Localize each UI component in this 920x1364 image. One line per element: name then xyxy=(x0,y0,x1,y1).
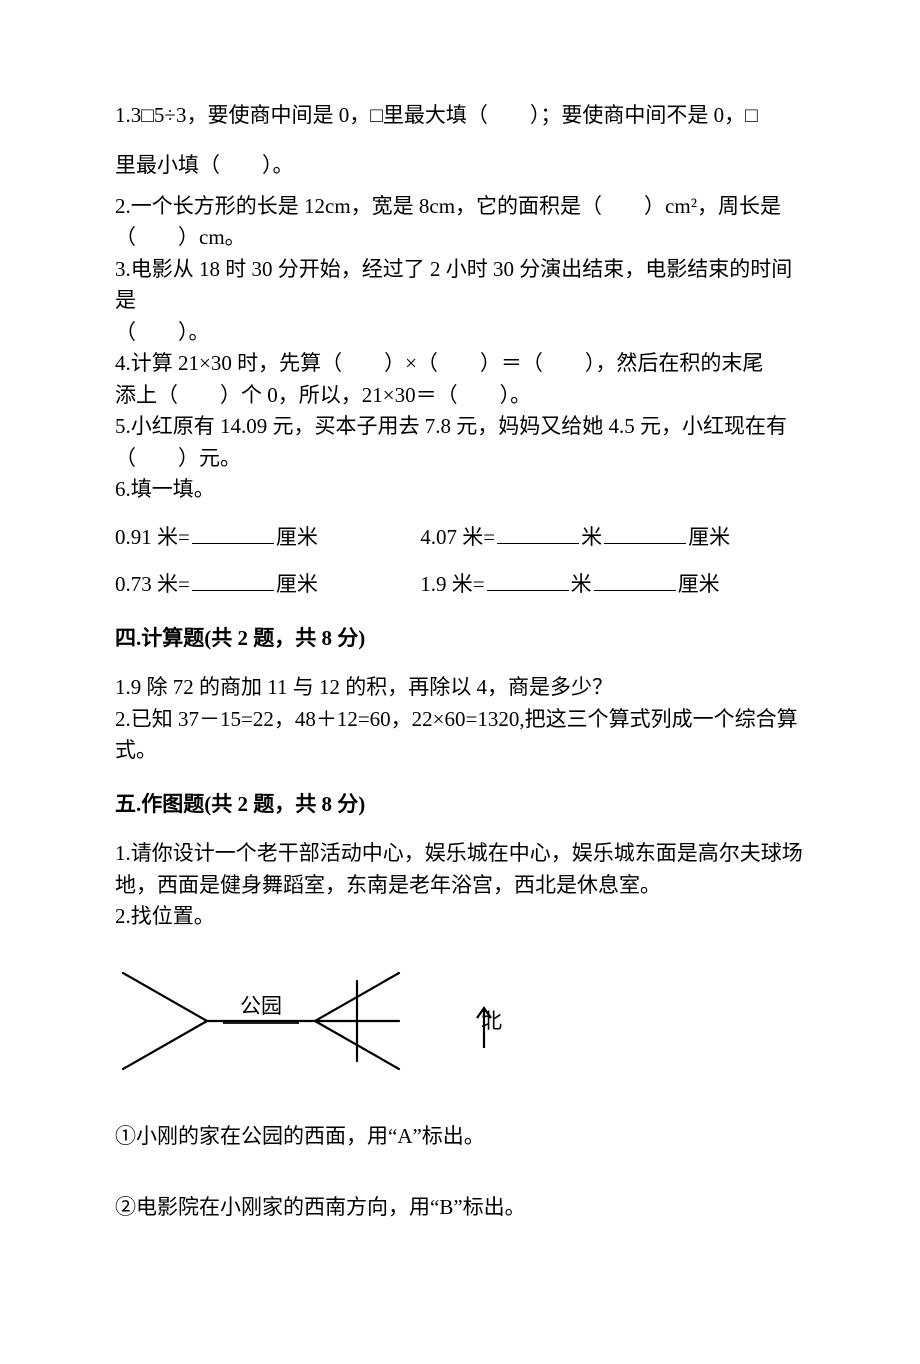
park-diagram: 公园 xyxy=(115,961,405,1081)
blank[interactable] xyxy=(594,567,676,591)
blank[interactable] xyxy=(192,567,274,591)
fill-row-1: 0.91 米= 厘米 4.07 米= 米 厘米 xyxy=(115,520,805,554)
blank[interactable] xyxy=(487,567,569,591)
q3-line2: （ ）。 xyxy=(115,317,805,349)
s5-q1-line1: 1.请你设计一个老干部活动中心，娱乐城在中心，娱乐城东面是高尔夫球场 xyxy=(115,838,805,870)
fill-r1c1a: 0.91 米= xyxy=(115,525,190,549)
q5-line2: （ ）元。 xyxy=(115,443,805,475)
q5-line1: 5.小红原有 14.09 元，买本子用去 7.8 元，妈妈又给她 4.5 元，小… xyxy=(115,411,805,443)
fill-row-2: 0.73 米= 厘米 1.9 米= 米 厘米 xyxy=(115,567,805,601)
q4-line2: 添上（ ）个 0，所以，21×30＝（ ）。 xyxy=(115,380,805,412)
park-label: 公园 xyxy=(240,994,282,1018)
s5-q2-b: ②电影院在小刚家的西南方向，用“B”标出。 xyxy=(115,1192,805,1224)
fill-r2c2b: 米 xyxy=(571,572,592,596)
q3-line1: 3.电影从 18 时 30 分开始，经过了 2 小时 30 分演出结束，电影结束… xyxy=(115,254,805,317)
q2-line2: （ ）cm。 xyxy=(115,222,805,254)
s4-q2-line1: 2.已知 37－15=22，48＋12=60，22×60=1320,把这三个算式… xyxy=(115,704,805,736)
blank[interactable] xyxy=(497,520,579,544)
fill-r2c2c: 厘米 xyxy=(678,572,720,596)
fill-r1c2c: 厘米 xyxy=(688,525,730,549)
fill-r2c1b: 厘米 xyxy=(276,572,318,596)
north-label: 北 xyxy=(481,1006,502,1038)
blank[interactable] xyxy=(192,520,274,544)
s5-q2: 2.找位置。 xyxy=(115,901,805,933)
blank[interactable] xyxy=(604,520,686,544)
q2-line1: 2.一个长方形的长是 12cm，宽是 8cm，它的面积是（ ）cm²，周长是 xyxy=(115,191,805,223)
fill-r1c2a: 4.07 米= xyxy=(420,525,495,549)
q4-line1: 4.计算 21×30 时，先算（ ）×（ ）＝（ ），然后在积的末尾 xyxy=(115,348,805,380)
q1-line2: 里最小填（ ）。 xyxy=(115,140,805,190)
fill-r2c1a: 0.73 米= xyxy=(115,572,190,596)
s4-q1: 1.9 除 72 的商加 11 与 12 的积，再除以 4，商是多少？ xyxy=(115,672,805,704)
q1-line1: 1.3□5÷3，要使商中间是 0，□里最大填（ ）；要使商中间不是 0，□ xyxy=(115,90,805,140)
section-4-title: 四.计算题(共 2 题，共 8 分) xyxy=(115,623,805,655)
fill-r1c2b: 米 xyxy=(581,525,602,549)
fill-r1c1b: 厘米 xyxy=(276,525,318,549)
s4-q2-line2: 式。 xyxy=(115,735,805,767)
s5-q2-a: ①小刚的家在公园的西面，用“A”标出。 xyxy=(115,1121,805,1153)
s5-q1-line2: 地，西面是健身舞蹈室，东南是老年浴宫，西北是休息室。 xyxy=(115,870,805,902)
section-5-title: 五.作图题(共 2 题，共 8 分) xyxy=(115,789,805,821)
fill-r2c2a: 1.9 米= xyxy=(420,572,484,596)
q6-title: 6.填一填。 xyxy=(115,474,805,506)
diagram-row: 公园 北 xyxy=(115,961,805,1081)
north-indicator: 北 xyxy=(465,1004,502,1038)
